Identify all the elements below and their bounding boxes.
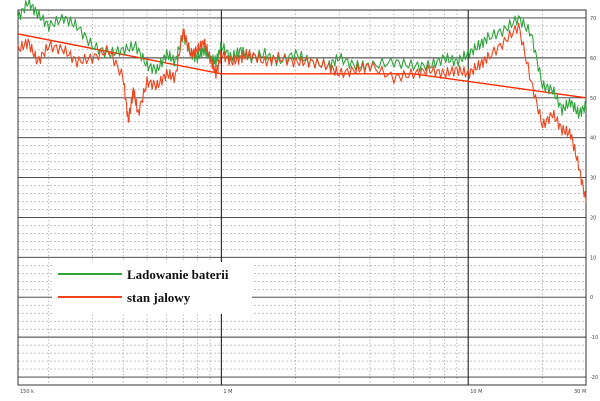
y-tick-label: 70 xyxy=(590,16,596,22)
x-tick-label: 1 M xyxy=(223,389,232,395)
series-layer xyxy=(17,0,587,202)
y-tick-label: 0 xyxy=(590,295,593,301)
series-stan-jalowy-line xyxy=(17,22,587,202)
y-tick-label: 40 xyxy=(590,136,596,142)
legend-label-stan-jalowy: stan jalowy xyxy=(127,290,191,305)
y-tick-label: 50 xyxy=(590,96,596,102)
x-tick-label: 150 k xyxy=(20,389,34,395)
y-tick-label: -10 xyxy=(590,335,598,341)
series-ladowanie-baterii-line xyxy=(17,0,587,119)
y-tick-label: 30 xyxy=(590,176,596,182)
legend-label-ladowanie: Ladowanie baterii xyxy=(127,267,229,282)
legend-box xyxy=(52,262,252,314)
y-tick-label: -20 xyxy=(590,375,598,381)
legend: Ladowanie baterii stan jalowy xyxy=(52,262,252,314)
axis-labels: 150 k 1 M 10 M 30 M 70 60 50 40 30 20 10 0 -10 -20 xyxy=(20,16,598,395)
y-tick-label: 20 xyxy=(590,215,596,221)
x-tick-label: 30 M xyxy=(574,389,586,395)
y-tick-label: 60 xyxy=(590,56,596,62)
plot-frame xyxy=(17,9,587,386)
grid-layer xyxy=(17,9,587,386)
x-tick-label: 10 M xyxy=(470,389,482,395)
y-tick-label: 10 xyxy=(590,255,596,261)
